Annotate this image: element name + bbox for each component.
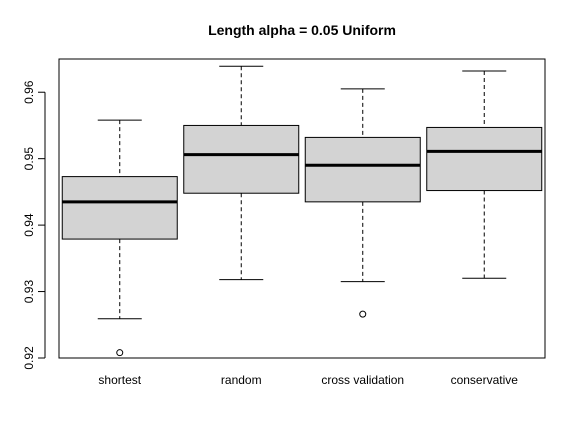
plot-frame xyxy=(58,58,546,359)
chart-title: Length alpha = 0.05 Uniform xyxy=(208,22,396,38)
y-tick-label: 0.96 xyxy=(22,80,36,104)
plot-area: 0.92 0.93 0.94 0.95 0.96 shortest random cross … xyxy=(22,58,546,387)
y-tick-label: 0.93 xyxy=(22,280,36,304)
y-tick-label: 0.95 xyxy=(22,147,36,171)
y-tick-label: 0.94 xyxy=(22,213,36,237)
box-conservative xyxy=(426,126,543,192)
x-tick-label: random xyxy=(221,373,262,387)
x-tick-label: conservative xyxy=(451,373,519,387)
box-cross-validation xyxy=(304,136,421,203)
y-tick-label: 0.92 xyxy=(22,346,36,370)
box-shortest xyxy=(61,176,178,240)
box-random xyxy=(183,124,300,194)
x-tick-label: cross validation xyxy=(321,373,404,387)
x-tick-label: shortest xyxy=(98,373,141,387)
outlier-point xyxy=(116,349,124,357)
outlier-point xyxy=(359,310,367,318)
